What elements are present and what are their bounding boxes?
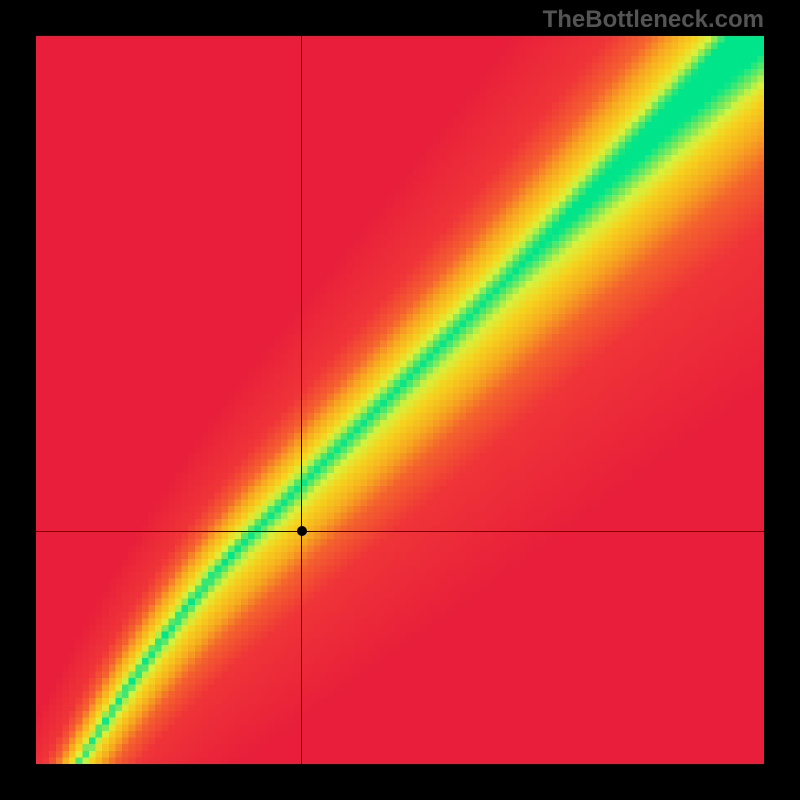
crosshair-vertical — [301, 36, 302, 764]
crosshair-horizontal — [36, 531, 764, 532]
watermark-text: TheBottleneck.com — [543, 6, 764, 34]
crosshair-point — [297, 526, 307, 536]
bottleneck-heatmap — [36, 36, 764, 764]
